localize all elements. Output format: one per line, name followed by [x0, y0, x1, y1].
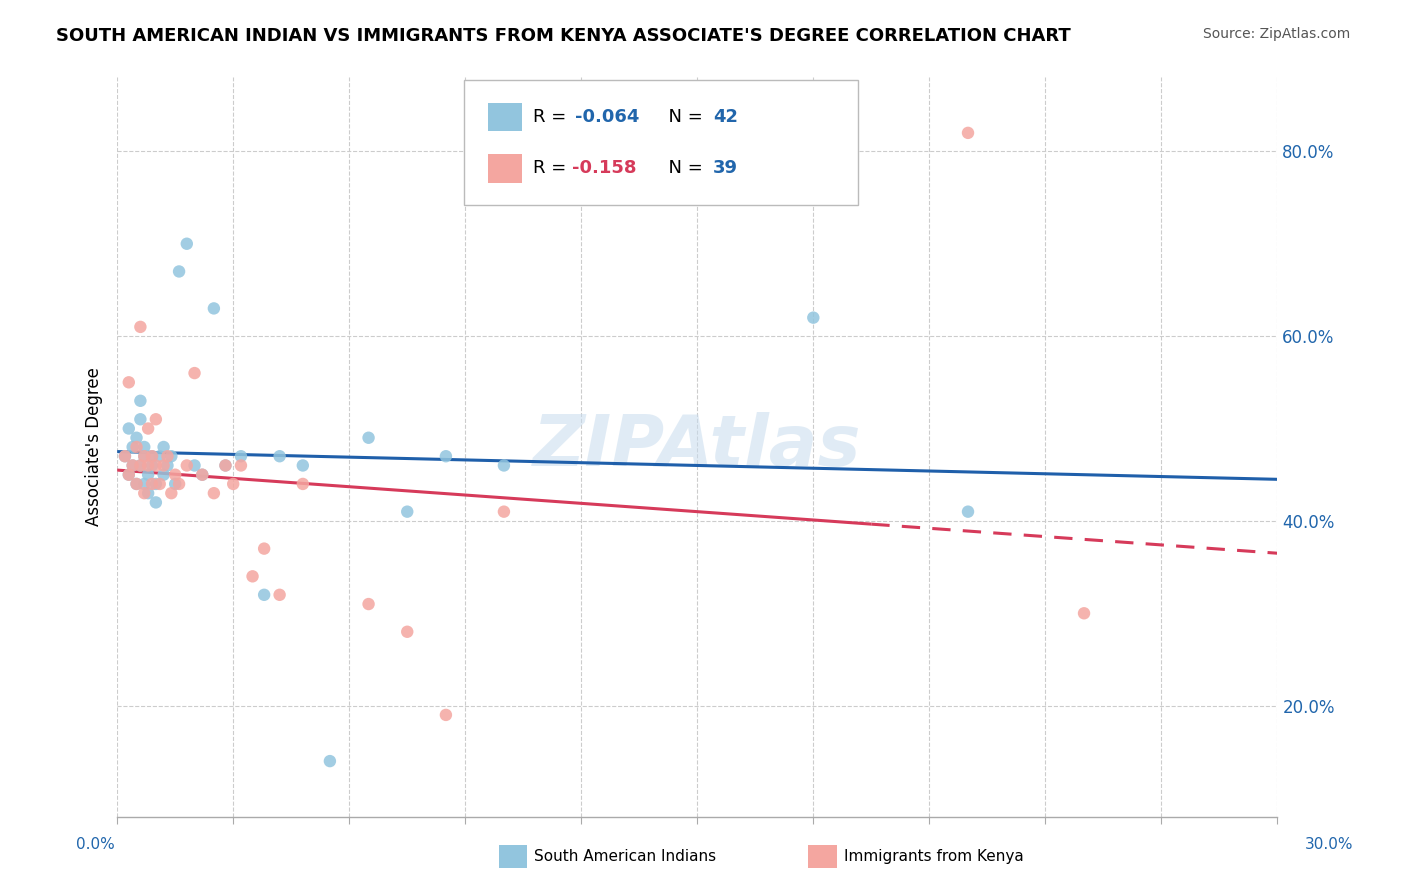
Text: Immigrants from Kenya: Immigrants from Kenya: [844, 849, 1024, 863]
Point: [202, 486, 225, 500]
Point: [191, 467, 214, 482]
Point: [492, 458, 515, 473]
Text: ZIPAtlas: ZIPAtlas: [533, 412, 862, 482]
Point: [134, 440, 156, 454]
Point: [125, 477, 148, 491]
Point: [149, 449, 172, 463]
Point: [118, 467, 141, 482]
Text: Source: ZipAtlas.com: Source: ZipAtlas.com: [1202, 27, 1350, 41]
Point: [222, 477, 245, 491]
Text: R =: R =: [533, 160, 572, 178]
Point: [152, 458, 174, 473]
Point: [145, 412, 167, 426]
Point: [121, 458, 143, 473]
Point: [165, 477, 187, 491]
Point: [118, 376, 141, 390]
Point: [125, 431, 148, 445]
Text: 42: 42: [713, 108, 738, 126]
Point: [145, 477, 167, 491]
Point: [269, 449, 291, 463]
Point: [136, 421, 159, 435]
Point: [114, 449, 136, 463]
Point: [141, 449, 163, 463]
Text: SOUTH AMERICAN INDIAN VS IMMIGRANTS FROM KENYA ASSOCIATE'S DEGREE CORRELATION CH: SOUTH AMERICAN INDIAN VS IMMIGRANTS FROM…: [56, 27, 1071, 45]
Point: [229, 449, 252, 463]
Point: [129, 458, 152, 473]
Point: [176, 236, 198, 251]
Point: [121, 440, 143, 454]
Point: [167, 264, 190, 278]
Point: [357, 597, 380, 611]
Point: [134, 477, 156, 491]
Point: [167, 477, 190, 491]
Point: [152, 467, 174, 482]
Point: [956, 126, 979, 140]
Point: [134, 449, 156, 463]
Text: 39: 39: [713, 160, 738, 178]
Text: -0.064: -0.064: [575, 108, 640, 126]
Point: [165, 467, 187, 482]
Point: [357, 431, 380, 445]
Point: [956, 505, 979, 519]
Point: [141, 477, 163, 491]
Point: [149, 477, 172, 491]
Point: [434, 707, 457, 722]
Point: [118, 467, 141, 482]
Point: [202, 301, 225, 316]
Text: 30.0%: 30.0%: [1305, 838, 1353, 852]
Point: [125, 477, 148, 491]
Text: R =: R =: [533, 108, 572, 126]
Point: [242, 569, 264, 583]
Point: [229, 458, 252, 473]
Point: [160, 486, 183, 500]
Point: [136, 486, 159, 500]
Point: [145, 495, 167, 509]
Point: [176, 458, 198, 473]
Point: [129, 393, 152, 408]
Point: [291, 477, 314, 491]
Point: [1073, 607, 1095, 621]
Point: [492, 505, 515, 519]
Point: [141, 449, 163, 463]
Point: [129, 412, 152, 426]
Point: [183, 458, 205, 473]
Text: South American Indians: South American Indians: [534, 849, 717, 863]
Point: [160, 449, 183, 463]
Point: [121, 458, 143, 473]
Point: [125, 440, 148, 454]
Point: [269, 588, 291, 602]
Point: [253, 588, 276, 602]
Text: N =: N =: [657, 160, 709, 178]
Y-axis label: Associate's Degree: Associate's Degree: [86, 368, 103, 526]
Point: [129, 319, 152, 334]
Point: [114, 449, 136, 463]
Point: [141, 458, 163, 473]
Text: N =: N =: [657, 108, 709, 126]
Text: 0.0%: 0.0%: [76, 838, 115, 852]
Point: [253, 541, 276, 556]
Point: [214, 458, 236, 473]
Point: [396, 505, 419, 519]
Point: [396, 624, 419, 639]
Point: [136, 467, 159, 482]
Point: [134, 449, 156, 463]
Point: [145, 458, 167, 473]
Point: [129, 458, 152, 473]
Point: [156, 449, 179, 463]
Text: -0.158: -0.158: [572, 160, 637, 178]
Point: [183, 366, 205, 380]
Point: [319, 754, 342, 768]
Point: [156, 458, 179, 473]
Point: [291, 458, 314, 473]
Point: [214, 458, 236, 473]
Point: [434, 449, 457, 463]
Point: [152, 440, 174, 454]
Point: [191, 467, 214, 482]
Point: [136, 458, 159, 473]
Point: [801, 310, 824, 325]
Point: [134, 486, 156, 500]
Point: [118, 421, 141, 435]
